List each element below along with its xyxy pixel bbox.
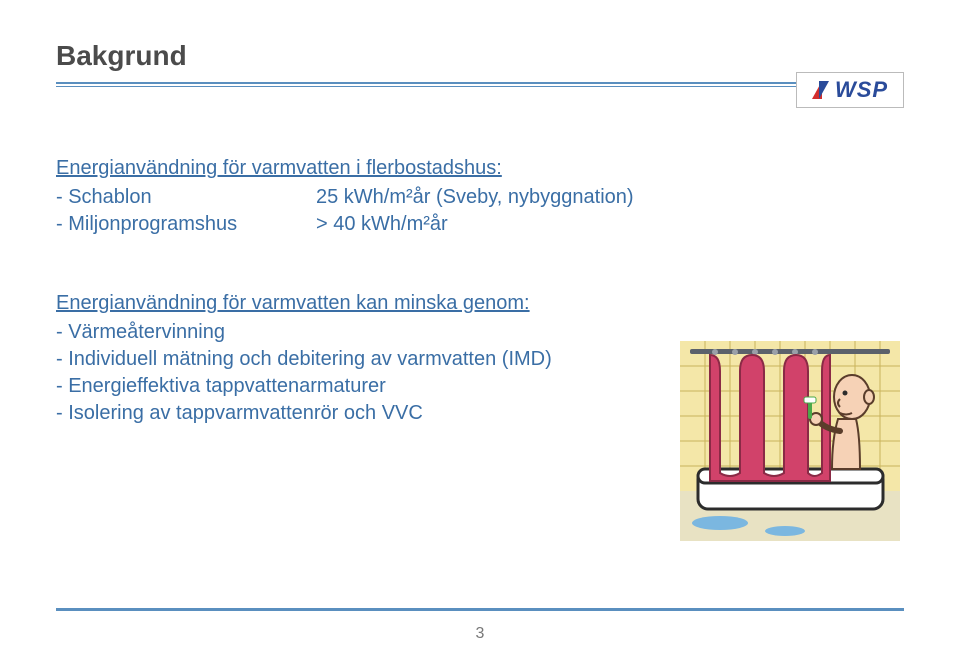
section-1-heading: Energianvändning för varmvatten i flerbo…	[56, 157, 904, 180]
page-number: 3	[0, 625, 960, 643]
slide: Bakgrund WSP Energianvändning för varmva…	[0, 0, 960, 661]
row-right: 25 kWh/m²år (Sveby, nybyggnation)	[316, 184, 634, 211]
section-1-row: - Miljonprogramshus > 40 kWh/m²år	[56, 211, 904, 238]
row-right: > 40 kWh/m²år	[316, 211, 448, 238]
wsp-logo-mark	[812, 81, 829, 99]
wsp-logo-text: WSP	[835, 77, 888, 103]
row-left: - Schablon	[56, 184, 316, 211]
wsp-logo: WSP	[796, 72, 904, 108]
row-left: - Miljonprogramshus	[56, 211, 316, 238]
horizontal-rule	[56, 82, 904, 87]
footer-rule	[56, 608, 904, 611]
section-1-row: - Schablon 25 kWh/m²år (Sveby, nybyggnat…	[56, 184, 904, 211]
section-1: Energianvändning för varmvatten i flerbo…	[56, 157, 904, 238]
section-2-heading: Energianvändning för varmvatten kan mins…	[56, 292, 904, 315]
bathroom-illustration	[680, 341, 900, 541]
page-title: Bakgrund	[56, 40, 904, 72]
